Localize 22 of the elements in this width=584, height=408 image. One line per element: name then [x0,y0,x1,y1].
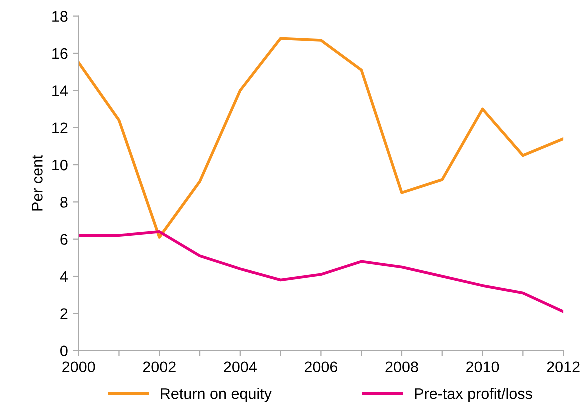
line-series [78,230,564,314]
x-tick-label: 2006 [304,362,338,373]
legend-label: Pre-tax profit/loss [415,388,532,402]
y-tick-label: 6 [60,234,68,246]
y-tick-label: 12 [52,122,68,134]
x-tick-label: 2010 [466,362,500,373]
line-series [78,37,564,239]
y-tick-label: 14 [52,86,68,96]
y-tick-label: 4 [60,272,68,282]
legend-label: Return on equity [161,388,272,402]
x-tick-label: 2004 [224,362,257,373]
y-tick-label: 8 [60,197,68,208]
y-tick-label: 0 [60,346,68,357]
x-tick-label: 2008 [386,362,418,373]
x-tick-label: 2000 [62,362,96,373]
y-tick-label: 2 [60,308,68,320]
y-axis-title: Per cent [32,155,43,211]
x-tick-label: 2002 [143,362,176,373]
y-tick-label: 10 [52,160,68,171]
y-tick-label: 18 [52,11,68,22]
y-tick-label: 16 [52,48,68,60]
x-tick-label: 2012 [547,362,580,373]
